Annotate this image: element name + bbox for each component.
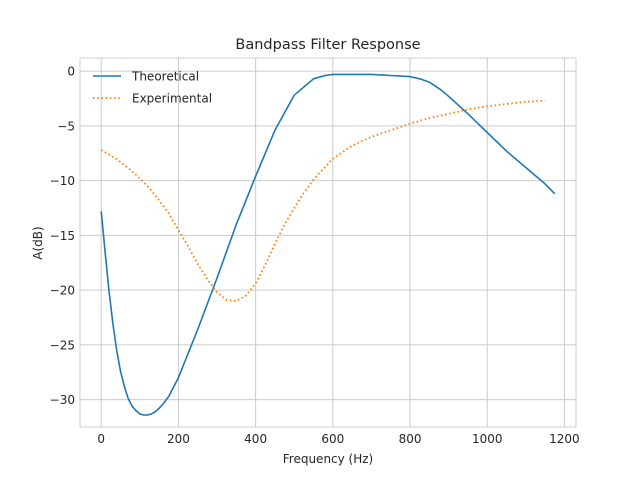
plot-frame: [79, 57, 577, 428]
y-tick-label: 0: [67, 65, 75, 79]
x-axis-title: Frequency (Hz): [283, 452, 374, 466]
series-lines: [100, 73, 556, 416]
gridlines: [80, 58, 576, 427]
legend-label: Theoretical: [131, 70, 199, 84]
x-tick-label: 200: [167, 432, 190, 446]
x-tick-label: 1000: [472, 432, 503, 446]
x-tick-label: 0: [97, 432, 105, 446]
x-tick-label: 1200: [549, 432, 580, 446]
y-tick-label: −20: [50, 284, 75, 298]
x-tick-label: 600: [321, 432, 344, 446]
series-line-experimental: [100, 99, 546, 302]
y-tick-labels: 0 −5 −10 −15 −20 −25 −30: [50, 65, 75, 407]
y-axis-title: A(dB): [31, 226, 45, 259]
series-line-theoretical: [100, 73, 556, 416]
y-tick-label: −30: [50, 393, 75, 407]
x-tick-label: 800: [399, 432, 422, 446]
legend: Theoretical Experimental: [93, 70, 212, 106]
y-tick-label: −25: [50, 338, 75, 352]
y-tick-label: −5: [57, 119, 75, 133]
legend-label: Experimental: [132, 92, 212, 106]
y-tick-label: −15: [50, 229, 75, 243]
x-tick-labels: 0 200 400 600 800 1000 1200: [97, 432, 579, 446]
chart-title: Bandpass Filter Response: [235, 37, 420, 53]
y-tick-label: −10: [50, 174, 75, 188]
x-tick-label: 400: [244, 432, 267, 446]
